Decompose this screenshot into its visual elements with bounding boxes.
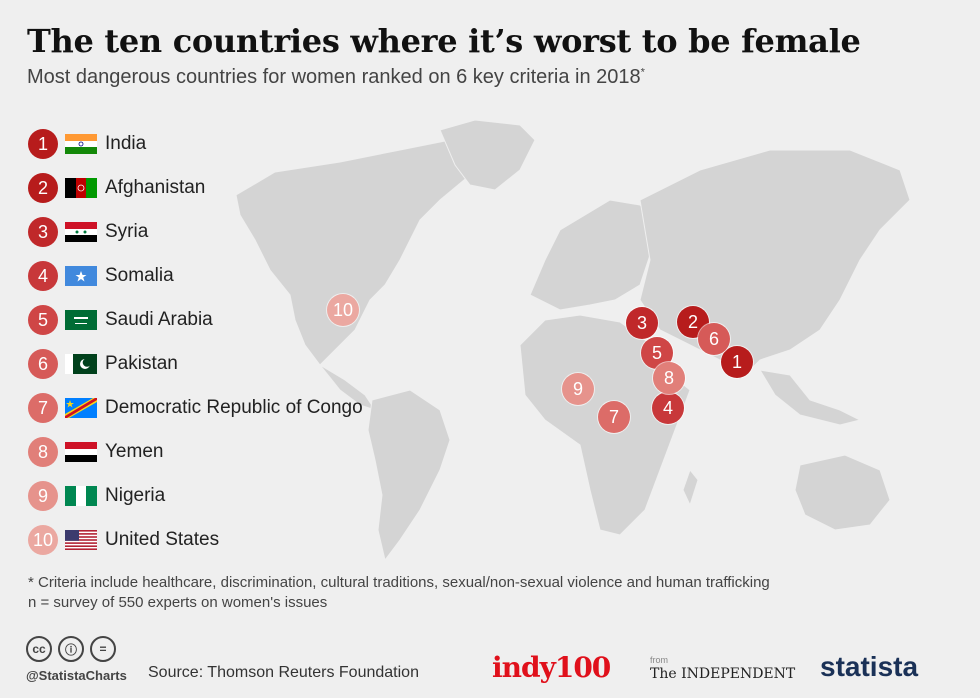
somalia-flag-icon <box>65 266 97 286</box>
europe-landmass <box>529 199 661 311</box>
list-item: 2 Afghanistan <box>28 166 363 210</box>
country-name: India <box>105 133 147 154</box>
rank-badge: 4 <box>28 261 58 291</box>
syria-flag-icon <box>65 222 97 242</box>
footnote-criteria: * Criteria include healthcare, discrimin… <box>28 574 770 591</box>
list-item: 6 Pakistan <box>28 342 363 386</box>
north-america-landmass <box>235 124 521 366</box>
map-marker-india: 1 <box>721 346 753 378</box>
attribution-icon: ⓘ <box>58 636 84 662</box>
footnote: * Criteria include healthcare, discrimin… <box>28 573 770 613</box>
southeast-asia-landmass <box>759 369 862 426</box>
drc-flag-icon <box>65 398 97 418</box>
rank-badge: 6 <box>28 349 58 379</box>
country-name: Democratic Republic of Congo <box>105 397 363 418</box>
nigeria-flag-icon <box>65 486 97 506</box>
list-item: 9 Nigeria <box>28 474 363 518</box>
list-item: 3 Syria <box>28 210 363 254</box>
india-flag-icon <box>65 134 97 154</box>
rank-badge: 7 <box>28 393 58 423</box>
rank-badge: 1 <box>28 129 58 159</box>
chart-subtitle: Most dangerous countries for women ranke… <box>27 66 645 88</box>
map-marker-united-states: 10 <box>327 294 359 326</box>
yemen-flag-icon <box>65 442 97 462</box>
country-name: United States <box>105 529 220 550</box>
statista-logo: statista <box>820 651 919 682</box>
chart-title: The ten countries where it’s worst to be… <box>27 22 861 60</box>
greenland-landmass <box>439 119 536 191</box>
country-name: Nigeria <box>105 485 166 506</box>
usa-flag-icon <box>65 530 97 550</box>
rank-badge: 8 <box>28 437 58 467</box>
pakistan-flag-icon <box>65 354 97 374</box>
independent-logo: The INDEPENDENT <box>650 666 796 682</box>
creative-commons-icons: cc ⓘ = <box>26 636 116 662</box>
list-item: 8 Yemen <box>28 430 363 474</box>
cc-icon: cc <box>26 636 52 662</box>
country-name: Pakistan <box>105 353 178 374</box>
list-item: 1 India <box>28 122 363 166</box>
list-item: 7 Democratic Republic of Congo <box>28 386 363 430</box>
afghanistan-flag-icon <box>65 178 97 198</box>
madagascar-landmass <box>682 468 699 507</box>
country-name: Yemen <box>105 441 164 462</box>
no-derivatives-icon: = <box>90 636 116 662</box>
country-name: Afghanistan <box>105 177 206 198</box>
country-name: Somalia <box>105 265 174 286</box>
australia-landmass <box>794 454 891 531</box>
country-name: Saudi Arabia <box>105 309 213 330</box>
source-text: Source: Thomson Reuters Foundation <box>148 664 419 681</box>
list-item: 4 Somalia <box>28 254 363 298</box>
country-name: Syria <box>105 221 149 242</box>
map-marker-drc: 7 <box>598 401 630 433</box>
indy100-logo: indy100 <box>492 651 611 684</box>
from-label: from <box>650 655 668 665</box>
map-marker-yemen: 8 <box>653 362 685 394</box>
south-america-landmass <box>367 389 451 562</box>
rank-badge: 3 <box>28 217 58 247</box>
rank-badge: 5 <box>28 305 58 335</box>
rank-badge: 2 <box>28 173 58 203</box>
map-marker-somalia: 4 <box>652 392 684 424</box>
map-marker-pakistan: 6 <box>698 323 730 355</box>
footnote-sample: n = survey of 550 experts on women's iss… <box>28 594 328 611</box>
saudi-arabia-flag-icon <box>65 310 97 330</box>
rank-badge: 9 <box>28 481 58 511</box>
map-marker-nigeria: 9 <box>562 373 594 405</box>
statista-handle: @StatistaCharts <box>26 668 127 683</box>
list-item: 10 United States <box>28 518 363 562</box>
list-item: 5 Saudi Arabia <box>28 298 363 342</box>
rank-badge: 10 <box>28 525 58 555</box>
asia-landmass <box>639 149 911 381</box>
ranking-list: 1 India 2 Afghanistan 3 Syria 4 Somalia … <box>28 122 363 562</box>
map-marker-syria: 3 <box>626 307 658 339</box>
